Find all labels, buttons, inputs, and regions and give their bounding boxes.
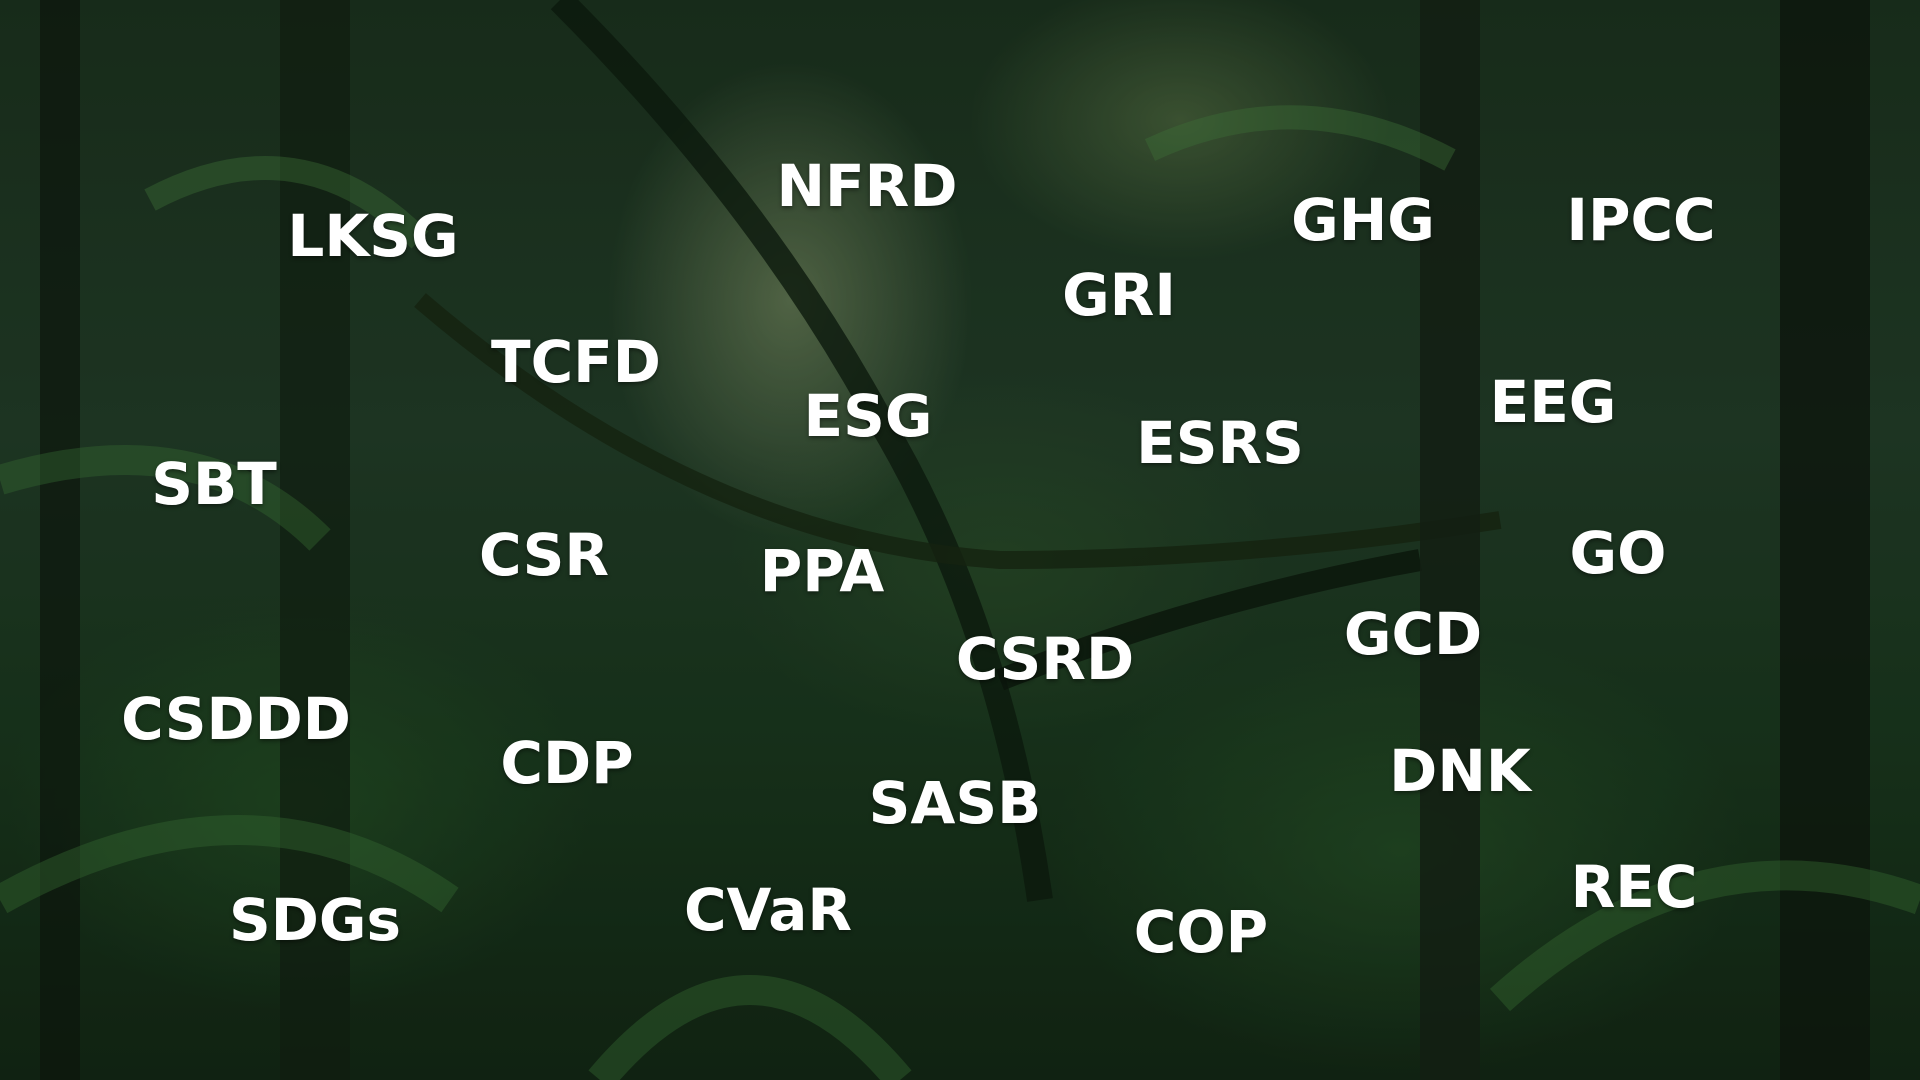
acronym: CSR [479,521,609,589]
acronym: TCFD [491,328,661,396]
acronym: IPCC [1566,186,1715,254]
acronym: CSDDD [121,685,351,753]
acronym: DNK [1389,737,1531,805]
acronym: NFRD [777,152,958,220]
acronym: ESG [804,382,933,450]
acronym: SASB [869,769,1042,837]
acronym: SDGs [229,886,401,954]
acronym: CVaR [684,876,852,944]
acronym: GO [1570,519,1667,587]
acronym: REC [1571,853,1698,921]
acronym: SBT [151,450,277,518]
acronym: GHG [1291,186,1435,254]
acronym: GRI [1062,261,1176,329]
acronym: COP [1134,898,1268,966]
acronym: LKSG [287,202,458,270]
acronym: CDP [500,729,633,797]
acronym: ESRS [1136,409,1304,477]
slide: NFRD LKSG GHG IPCC GRI TCFD ESG ESRS EEG SBT CSR PP… [0,0,1920,1080]
acronym: GCD [1344,600,1482,668]
acronym: PPA [760,537,885,605]
acronym: CSRD [956,625,1134,693]
acronym: EEG [1490,368,1617,436]
